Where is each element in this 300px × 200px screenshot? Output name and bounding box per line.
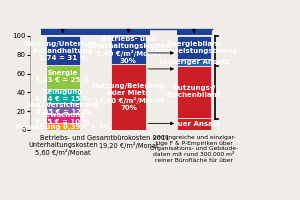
Bar — [111, 36, 146, 64]
Text: Abg./Versicherung
0,65 € = 12 %: Abg./Versicherung 0,65 € = 12 % — [26, 102, 100, 115]
Text: bisheriger Ansatz: bisheriger Ansatz — [159, 59, 229, 65]
Text: neuer Ansatz: neuer Ansatz — [168, 121, 220, 127]
Text: Nutzung/Belegung
oder Miete
13,60 €/m²/Monat
70%: Nutzung/Belegung oder Miete 13,60 €/m²/M… — [92, 83, 165, 111]
FancyBboxPatch shape — [177, 29, 212, 35]
Bar — [177, 66, 211, 118]
Bar — [177, 59, 211, 66]
Text: umfangreiche und einzigar-
tige F & P-Empiriken über
Organisations- und Gebäude-: umfangreiche und einzigar- tige F & P-Em… — [150, 135, 238, 163]
Bar — [46, 123, 80, 130]
Text: Gesamtbürokosten 2011
19,20 €/m²/Monat: Gesamtbürokosten 2011 19,20 €/m²/Monat — [87, 135, 170, 149]
Bar — [46, 114, 80, 123]
Bar — [111, 64, 146, 130]
Text: Betriebs- und
Unterhaltungskosten
5,60 €/m²/Monat: Betriebs- und Unterhaltungskosten 5,60 €… — [28, 135, 98, 156]
Text: Nutzungs-/
Flächenbilanz: Nutzungs-/ Flächenbilanz — [167, 85, 221, 98]
Bar — [46, 103, 80, 114]
Text: Verwaltung 0,39 € = 7%: Verwaltung 0,39 € = 7% — [15, 124, 111, 130]
FancyBboxPatch shape — [41, 29, 150, 35]
Text: Reinigung
0,84 € = 15 %: Reinigung 0,84 € = 15 % — [35, 89, 90, 102]
Text: Energiebilanz
Dienstleistungsbilanz: Energiebilanz Dienstleistungsbilanz — [151, 41, 237, 54]
Text: Energie
1,43 € = 25 %: Energie 1,43 € = 25 % — [35, 70, 90, 83]
Bar — [177, 36, 211, 59]
Bar — [46, 36, 80, 65]
Text: Betriebs- und
Unterhaltungskosten
5,40 €/m²/Monat
30%: Betriebs- und Unterhaltungskosten 5,40 €… — [86, 36, 171, 64]
Text: Bewachung
0,55 € = 10 %: Bewachung 0,55 € = 10 % — [35, 112, 90, 125]
Bar — [46, 89, 80, 103]
Bar — [46, 65, 80, 89]
Text: Wartung/Unterhalt./
Instandhaltung
1,74 = 31 %: Wartung/Unterhalt./ Instandhaltung 1,74 … — [23, 41, 103, 61]
Bar — [177, 118, 211, 130]
